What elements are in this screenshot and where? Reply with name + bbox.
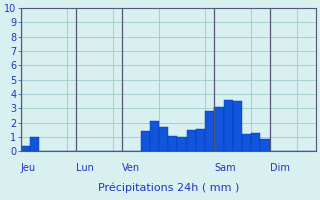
Text: Lun: Lun: [76, 163, 94, 173]
Text: Précipitations 24h ( mm ): Précipitations 24h ( mm ): [98, 183, 239, 193]
Bar: [177, 137, 187, 151]
Bar: [205, 111, 214, 151]
Bar: [20, 146, 30, 151]
Bar: [251, 133, 260, 151]
Bar: [260, 139, 270, 151]
Bar: [242, 134, 251, 151]
Bar: [214, 107, 224, 151]
Bar: [30, 137, 39, 151]
Bar: [159, 127, 168, 151]
Text: Sam: Sam: [214, 163, 236, 173]
Text: Ven: Ven: [122, 163, 140, 173]
Bar: [224, 100, 233, 151]
Bar: [187, 130, 196, 151]
Bar: [233, 101, 242, 151]
Text: Dim: Dim: [270, 163, 290, 173]
Bar: [168, 136, 177, 151]
Bar: [196, 129, 205, 151]
Text: Jeu: Jeu: [20, 163, 36, 173]
Bar: [150, 121, 159, 151]
Bar: [140, 131, 150, 151]
